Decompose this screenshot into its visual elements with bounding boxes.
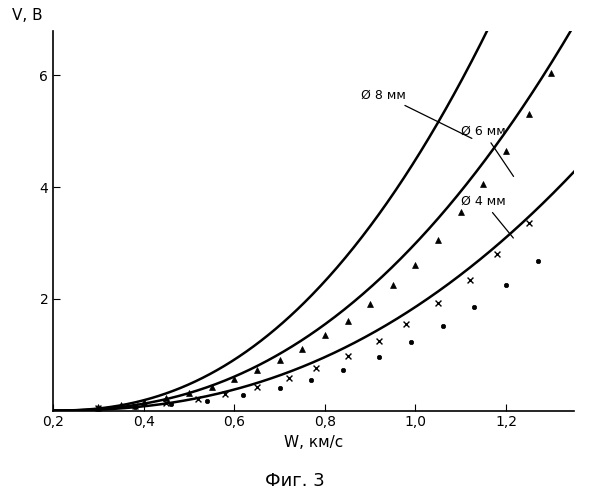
Point — [161, 394, 171, 402]
Point — [492, 250, 502, 258]
Point — [130, 403, 140, 411]
Text: Ø 6 мм: Ø 6 мм — [461, 125, 514, 176]
Point — [524, 220, 534, 228]
Point — [501, 281, 511, 289]
Point — [203, 396, 212, 404]
Point — [307, 376, 316, 384]
Text: Ø 8 мм: Ø 8 мм — [361, 88, 472, 138]
Point — [252, 383, 262, 391]
Point — [434, 300, 443, 308]
Point — [465, 276, 475, 284]
Point — [139, 398, 148, 406]
Point — [130, 402, 140, 410]
Point — [184, 388, 194, 396]
Point — [343, 317, 352, 325]
Point — [252, 366, 262, 374]
Point — [533, 257, 542, 265]
Point — [547, 68, 556, 76]
Point — [411, 262, 420, 270]
Point — [501, 147, 511, 155]
Point — [207, 382, 216, 390]
Point — [524, 110, 534, 118]
Point — [469, 303, 479, 311]
Point — [311, 364, 320, 372]
Point — [320, 331, 330, 339]
Y-axis label: V, В: V, В — [12, 8, 42, 23]
Point — [434, 236, 443, 244]
Point — [94, 404, 103, 412]
Point — [388, 281, 398, 289]
Point — [284, 374, 293, 382]
Point — [438, 322, 448, 330]
Point — [375, 353, 384, 361]
Text: Ø 4 мм: Ø 4 мм — [461, 194, 514, 238]
X-axis label: W, км/с: W, км/с — [284, 435, 343, 450]
Point — [275, 384, 284, 392]
Point — [193, 395, 203, 403]
Point — [94, 405, 103, 413]
Point — [94, 403, 103, 411]
Point — [117, 401, 126, 409]
Point — [166, 400, 176, 408]
Point — [239, 391, 248, 399]
Point — [343, 352, 352, 360]
Point — [161, 399, 171, 407]
Point — [406, 338, 416, 346]
Point — [402, 320, 411, 328]
Point — [297, 345, 307, 353]
Text: Фиг. 3: Фиг. 3 — [264, 472, 325, 490]
Point — [365, 300, 375, 308]
Point — [220, 390, 230, 398]
Point — [230, 376, 239, 384]
Point — [479, 180, 488, 188]
Point — [456, 208, 465, 216]
Point — [375, 337, 384, 345]
Point — [338, 366, 348, 374]
Point — [275, 356, 284, 364]
